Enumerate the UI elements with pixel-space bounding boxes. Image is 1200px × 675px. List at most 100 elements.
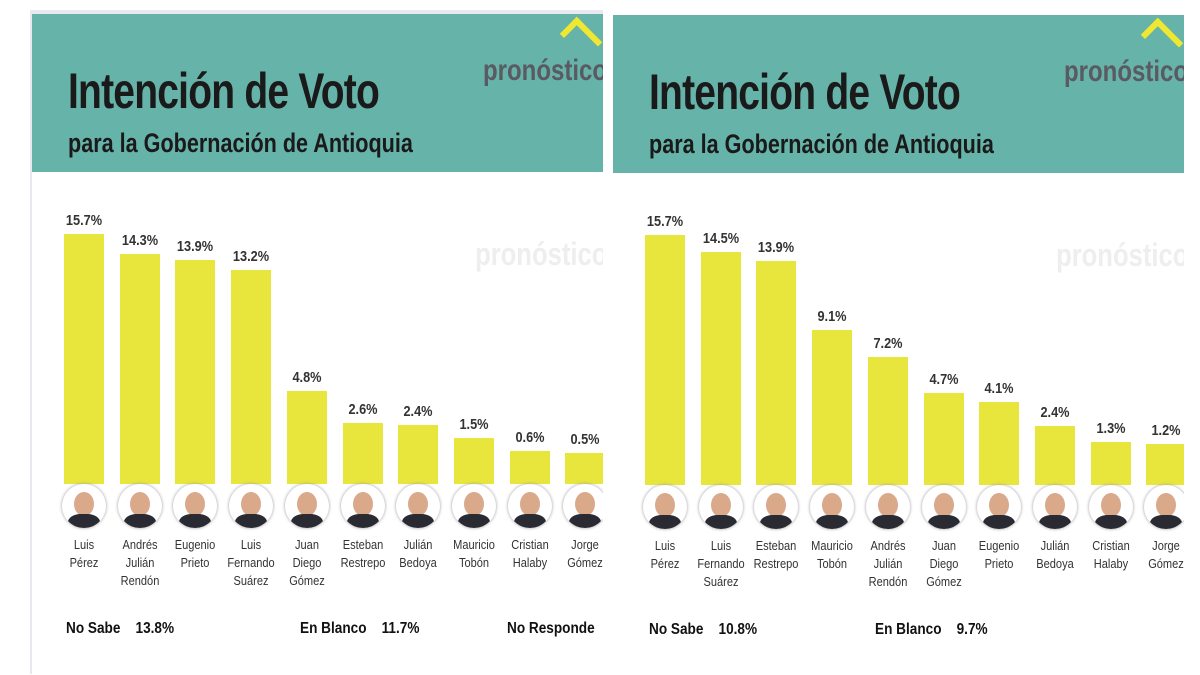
data-label: 9.1% (817, 307, 847, 325)
candidate-photo (396, 484, 441, 528)
footer-item: En Blanco 9.7% (875, 621, 988, 639)
candidate-photo (229, 484, 274, 528)
data-label: 2.4% (403, 403, 433, 421)
category-label: Julián Bedoya (1036, 538, 1074, 571)
data-label: 2.4% (1040, 404, 1070, 422)
bar (509, 451, 550, 484)
bar (342, 422, 383, 484)
bar (398, 425, 439, 484)
category-label: Luis Fernando Suárez (227, 537, 275, 588)
footer-value: 13.8% (135, 620, 175, 637)
face-icon (877, 493, 898, 517)
bar (286, 390, 327, 484)
category-label: Andrés Julián Rendón (868, 538, 908, 589)
footer-value: 10.8% (718, 621, 758, 638)
data-label: 14.5% (702, 230, 739, 248)
footer-value: 11.7% (381, 620, 420, 637)
suit-icon (569, 514, 602, 528)
bar (453, 438, 494, 484)
logo: pronóstico (1064, 55, 1184, 88)
candidate-photo (698, 485, 743, 529)
face-icon (933, 493, 954, 517)
data-label: 4.7% (928, 371, 959, 389)
candidate-photo (1144, 485, 1184, 529)
data-label: 7.2% (873, 335, 903, 353)
footer-item: No Responde (507, 620, 603, 638)
category-label: Juan Diego Gómez (925, 538, 962, 589)
suit-icon (68, 514, 100, 528)
footer-item: En Blanco 11.7% (300, 620, 419, 638)
category-label: Eugenio Prieto (175, 537, 216, 570)
footer-item: No Sabe 13.8% (66, 620, 174, 638)
bar (700, 252, 741, 485)
category-label: Andrés Julián Rendón (120, 537, 160, 588)
face-icon (1044, 493, 1065, 517)
data-label: 14.3% (121, 232, 158, 250)
chart-subtitle: para la Gobernación de Antioquia (649, 129, 994, 159)
data-label: 0.6% (515, 429, 545, 447)
category-label: Mauricio Tobón (453, 537, 495, 570)
face-icon (1100, 493, 1121, 517)
category-label: Esteban Restrepo (753, 538, 799, 571)
face-icon (519, 492, 540, 516)
data-label: 15.7% (65, 211, 103, 229)
candidate-photo (563, 484, 603, 528)
candidate-photo (507, 484, 552, 528)
chart-panel-right: Intención de Voto para la Gobernación de … (613, 15, 1184, 675)
face-icon (655, 493, 675, 517)
category-label: Jorge Gómez (1148, 538, 1184, 571)
face-icon (296, 492, 317, 516)
data-label: 2.6% (347, 400, 378, 418)
suit-icon (513, 514, 546, 528)
candidate-photo (1032, 485, 1077, 529)
face-icon (766, 493, 787, 517)
data-label: 13.9% (177, 237, 214, 255)
candidate-photo (865, 485, 910, 529)
suit-icon (649, 515, 681, 529)
suit-icon (871, 515, 904, 529)
candidate-photo (62, 484, 106, 528)
footer-item: No Sabe 10.8% (649, 621, 757, 639)
data-label: 1.2% (1151, 421, 1181, 439)
bar (119, 254, 160, 484)
suit-icon (457, 514, 490, 528)
face-icon (352, 492, 373, 516)
bar (756, 260, 797, 485)
face-icon (822, 493, 843, 517)
header-banner: Intención de Voto para la Gobernación de … (32, 14, 603, 172)
suit-icon (816, 515, 849, 529)
logo-mark-icon (1140, 17, 1184, 61)
data-label: 4.8% (292, 368, 322, 386)
data-label: 0.5% (570, 430, 600, 448)
suit-icon (983, 515, 1016, 529)
category-label: Esteban Restrepo (340, 537, 385, 570)
data-label: 1.5% (459, 416, 489, 434)
bar (812, 329, 853, 485)
suit-icon (179, 514, 212, 528)
suit-icon (346, 514, 379, 528)
bar (1090, 442, 1131, 485)
candidate-photo (977, 485, 1022, 529)
category-label: Cristian Halaby (1091, 538, 1130, 571)
category-label: Luis Fernando Suárez (697, 538, 745, 589)
face-icon (185, 492, 206, 516)
footer-value: 9.7% (956, 621, 988, 638)
candidate-photo (1088, 485, 1133, 529)
candidate-photo (921, 485, 966, 529)
data-label: 13.9% (758, 238, 795, 256)
face-icon (408, 492, 429, 516)
logo: pronóstico (483, 54, 603, 87)
category-label: Eugenio Prieto (978, 538, 1020, 571)
category-label: Cristian Halaby (510, 537, 549, 570)
bar (175, 259, 216, 484)
category-label: Juan Diego Gómez (288, 537, 325, 588)
face-icon (989, 493, 1010, 517)
chart-title: Intención de Voto (68, 63, 380, 119)
candidate-photo (451, 484, 496, 528)
bar (1146, 443, 1184, 485)
data-label: 4.1% (984, 379, 1014, 397)
bar (979, 401, 1020, 485)
face-icon (710, 493, 731, 517)
candidate-photo (173, 484, 218, 528)
category-label: Mauricio Tobón (811, 538, 853, 571)
